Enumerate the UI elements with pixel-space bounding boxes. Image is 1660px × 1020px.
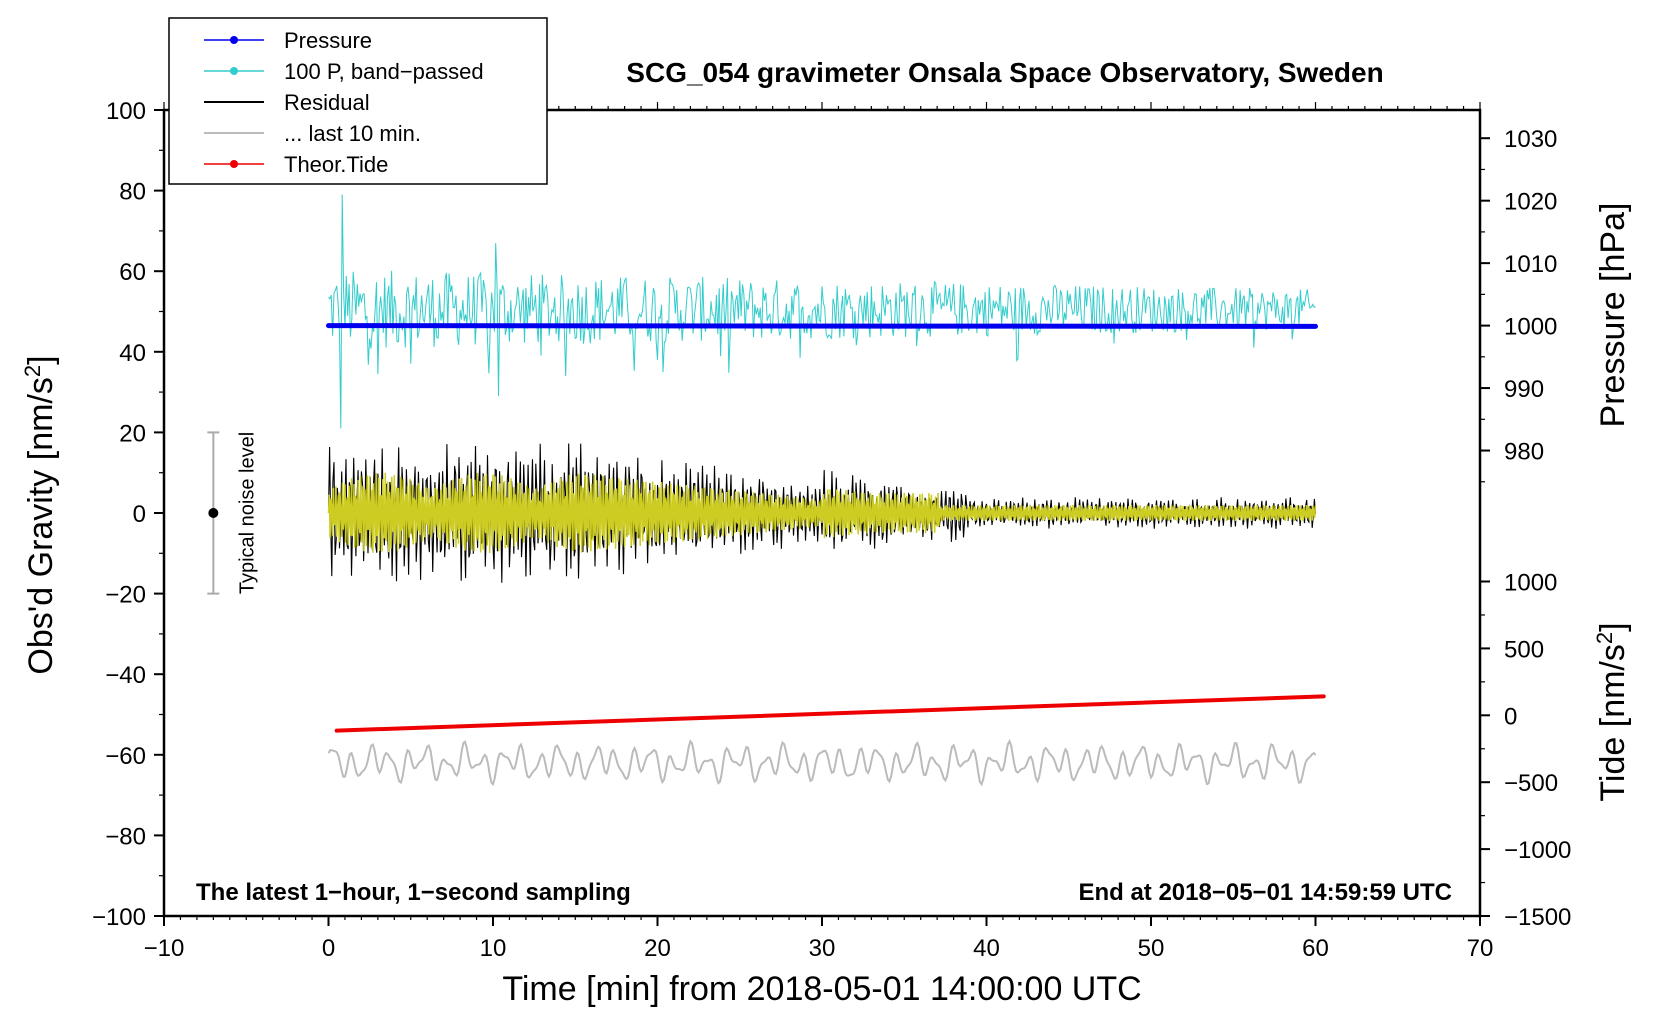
legend-marker-bandpassed — [230, 67, 238, 75]
series-bandpassed-line — [328, 194, 1316, 429]
pressure-axis-ticks: 1030 1020 1010 1000 990 980 — [1480, 126, 1557, 483]
noise-bar-center-dot — [208, 508, 219, 518]
y-tick-label: 40 — [119, 340, 146, 367]
y-tick-label: 80 — [119, 179, 146, 206]
tide-tick-label: 1000 — [1504, 570, 1557, 597]
x-tick-label: 50 — [1138, 935, 1165, 962]
x-tick-label: 40 — [973, 935, 1000, 962]
footer-right: End at 2018−05−01 14:59:59 UTC — [1078, 879, 1452, 906]
y-tick-label: 0 — [133, 501, 146, 528]
x-tick-label: 30 — [809, 935, 836, 962]
legend-entry-last10: ... last 10 min. — [204, 121, 421, 146]
x-tick-label: 0 — [322, 935, 335, 962]
y-axis-label-pressure: Pressure [hPa] — [1594, 203, 1632, 428]
x-axis-ticks: −10 0 10 20 30 40 50 60 70 — [144, 102, 1494, 962]
y-tick-label: −60 — [105, 743, 146, 770]
series-filtered-line — [327, 472, 1317, 554]
legend-label-residual: Residual — [284, 90, 370, 115]
legend-entry-residual: Residual — [204, 90, 370, 115]
legend-label-tide: Theor.Tide — [284, 152, 388, 177]
x-tick-label: 70 — [1467, 935, 1494, 962]
legend-label-last10: ... last 10 min. — [284, 121, 421, 146]
y-axis-ticks: 100 80 60 40 20 0 −20 −40 −60 −80 −100 — [92, 98, 164, 931]
legend-label-pressure: Pressure — [284, 28, 372, 53]
x-tick-label: 10 — [480, 935, 507, 962]
series-tide-line — [334, 694, 1326, 733]
pressure-tick-label: 980 — [1504, 439, 1544, 466]
pressure-tick-label: 1000 — [1504, 314, 1557, 341]
y-tick-label: −100 — [92, 904, 146, 931]
legend: Pressure 100 P, band−passed Residual ...… — [168, 17, 548, 185]
tide-tick-label: −1500 — [1504, 904, 1571, 931]
y-tick-label: 100 — [106, 98, 146, 125]
tide-tick-label: −500 — [1504, 770, 1558, 797]
legend-label-bandpassed: 100 P, band−passed — [284, 59, 484, 84]
noise-indicator: Typical noise level — [207, 431, 258, 595]
legend-marker-pressure — [230, 36, 238, 44]
x-axis-label: Time [min] from 2018-05-01 14:00:00 UTC — [502, 970, 1141, 1008]
tide-tick-label: −1000 — [1504, 837, 1571, 864]
y-axis-label-left: Obs'd Gravity [nm/s2] — [20, 355, 61, 674]
tide-axis-ticks: 1000 500 0 −500 −1000 −1500 — [1480, 570, 1571, 931]
legend-entry-bandpassed: 100 P, band−passed — [204, 59, 484, 84]
pressure-tick-label: 1010 — [1504, 251, 1557, 278]
chart-title: SCG_054 gravimeter Onsala Space Observat… — [626, 57, 1383, 88]
footer-left: The latest 1−hour, 1−second sampling — [196, 879, 631, 906]
legend-entry-tide: Theor.Tide — [204, 152, 388, 177]
y-tick-label: −80 — [105, 823, 146, 850]
x-tick-label: 20 — [644, 935, 671, 962]
legend-marker-tide — [230, 160, 238, 168]
series-last10-line — [327, 738, 1317, 787]
pressure-tick-label: 1030 — [1504, 126, 1557, 153]
series-residual-line — [327, 443, 1317, 583]
tide-tick-label: 0 — [1504, 703, 1517, 730]
y-tick-label: −20 — [105, 582, 146, 609]
noise-bar-label: Typical noise level — [236, 432, 258, 594]
pressure-tick-label: 990 — [1504, 376, 1544, 403]
pressure-tick-label: 1020 — [1504, 189, 1557, 216]
y-tick-label: −40 — [105, 662, 146, 689]
tide-tick-label: 500 — [1504, 636, 1544, 663]
series-layer — [326, 194, 1326, 787]
y-axis-label-tide: Tide [nm/s2] — [1592, 622, 1633, 801]
y-tick-label: 20 — [119, 420, 146, 447]
legend-entry-pressure: Pressure — [204, 28, 372, 53]
series-pressure-line — [326, 323, 1318, 329]
y-tick-label: 60 — [119, 259, 146, 286]
x-tick-label: −10 — [144, 935, 185, 962]
x-tick-label: 60 — [1302, 935, 1329, 962]
